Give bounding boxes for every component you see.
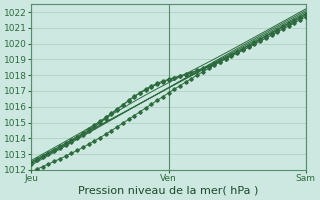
X-axis label: Pression niveau de la mer( hPa ): Pression niveau de la mer( hPa )	[78, 186, 259, 196]
